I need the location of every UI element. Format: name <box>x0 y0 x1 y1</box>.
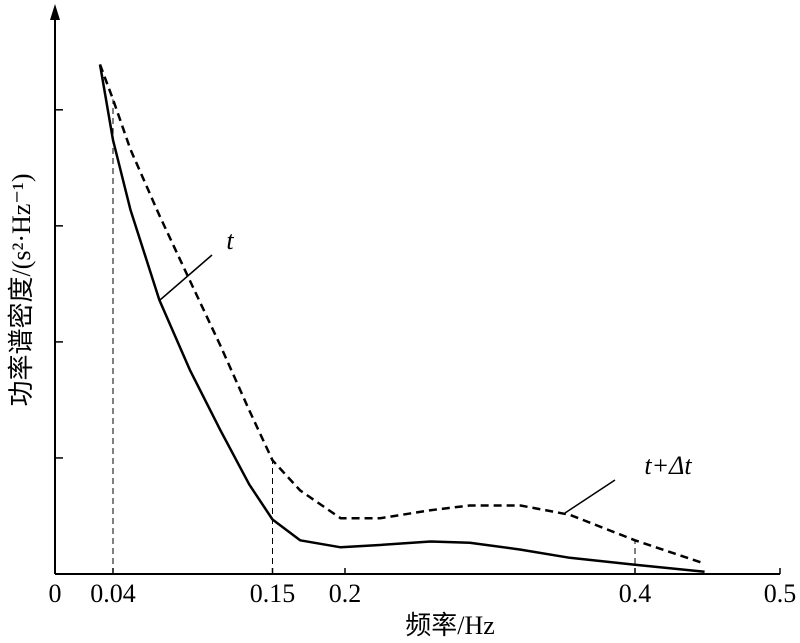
x-tick-label: 0.4 <box>619 579 652 608</box>
series-label: t <box>226 226 234 255</box>
series-label: t+Δt <box>644 451 692 480</box>
annotation-leader <box>159 254 213 301</box>
x-tick-label: 0.04 <box>90 579 136 608</box>
series-line <box>98 64 705 573</box>
x-axis-label: 频率/Hz <box>405 611 495 640</box>
y-axis-arrow <box>50 4 60 20</box>
annotation-leader <box>564 479 616 514</box>
x-tick-label: 0.2 <box>329 579 362 608</box>
x-tick-label: 0 <box>49 579 62 608</box>
y-axis-label: 功率谱密度/(s²·Hz⁻¹) <box>7 174 36 407</box>
series-line <box>98 64 705 565</box>
x-tick-label: 0.15 <box>250 579 296 608</box>
x-tick-label: 0.5 <box>764 579 797 608</box>
